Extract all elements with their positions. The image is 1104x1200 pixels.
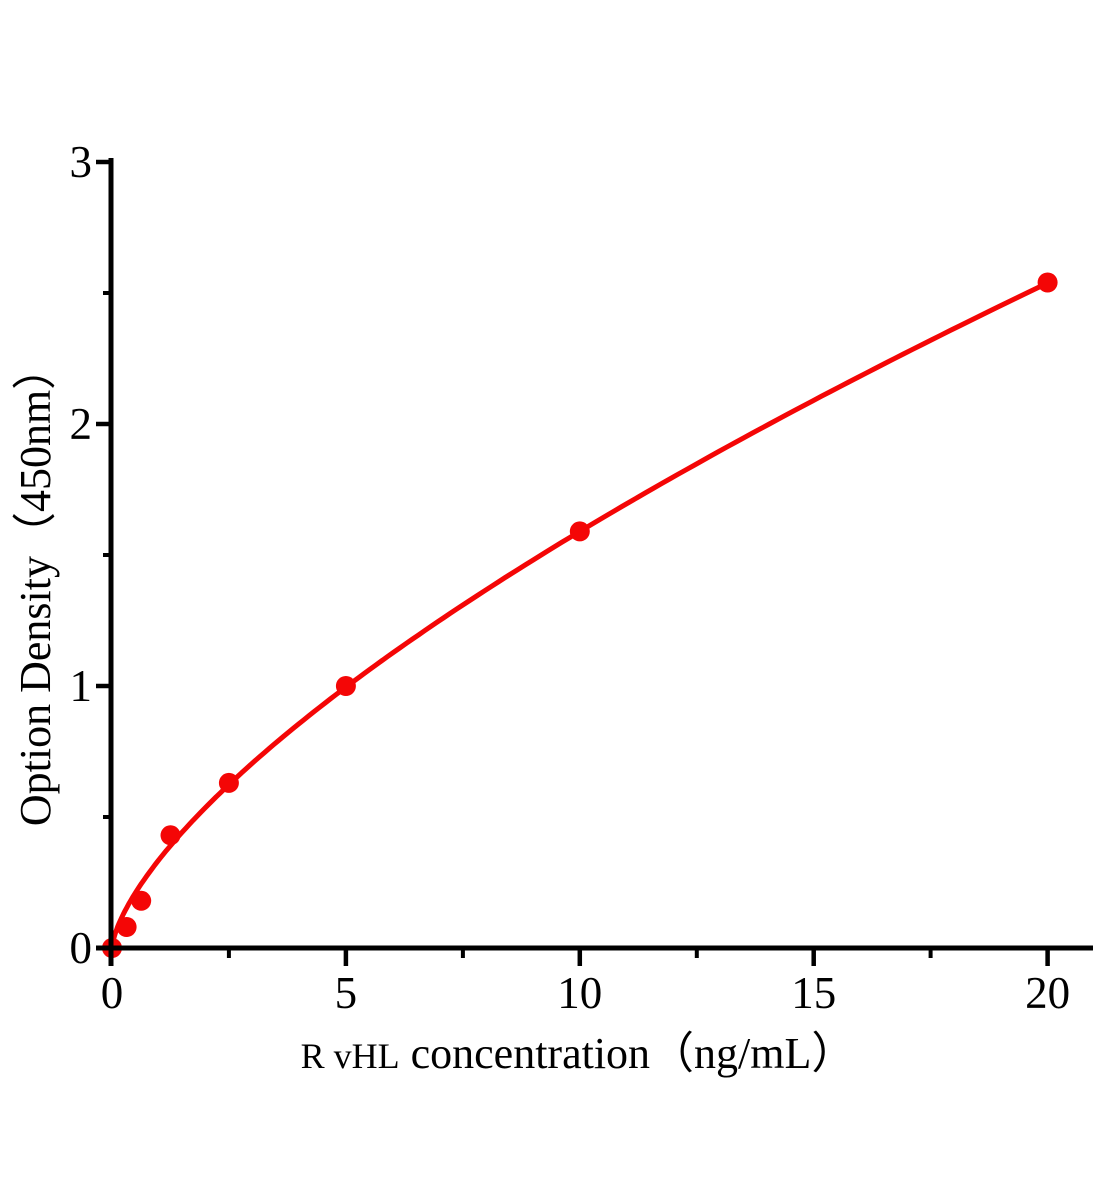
- y-axis-title: Option Density（450nm）: [11, 346, 60, 826]
- x-tick-label: 0: [101, 968, 124, 1018]
- y-tick-label: 3: [70, 137, 93, 187]
- fit-curve: [109, 280, 1051, 951]
- data-point: [160, 825, 181, 846]
- y-tick-label: 2: [70, 399, 93, 449]
- tick-labels: 0 1 2 3 0 5 10 15 20: [70, 137, 1071, 1018]
- x-tick-label: 15: [791, 968, 836, 1018]
- data-point: [218, 772, 239, 793]
- data-point: [131, 890, 152, 911]
- x-axis-title: R vHL concentration（ng/mL）: [301, 1029, 856, 1078]
- data-points: [102, 272, 1058, 958]
- data-point: [116, 917, 137, 937]
- axis-ticks: [96, 159, 1050, 966]
- y-tick-label: 1: [70, 661, 93, 711]
- x-axis-title-prefix: R vHL: [301, 1036, 400, 1076]
- x-tick-label: 10: [557, 968, 602, 1018]
- x-tick-label: 20: [1025, 968, 1070, 1018]
- y-tick-label: 0: [70, 923, 93, 973]
- axes: [96, 158, 1093, 966]
- data-point: [335, 676, 356, 696]
- data-point: [569, 521, 590, 542]
- x-tick-label: 5: [335, 968, 358, 1018]
- x-axis-title-rest: concentration（ng/mL）: [400, 1029, 856, 1078]
- data-point: [1037, 272, 1058, 293]
